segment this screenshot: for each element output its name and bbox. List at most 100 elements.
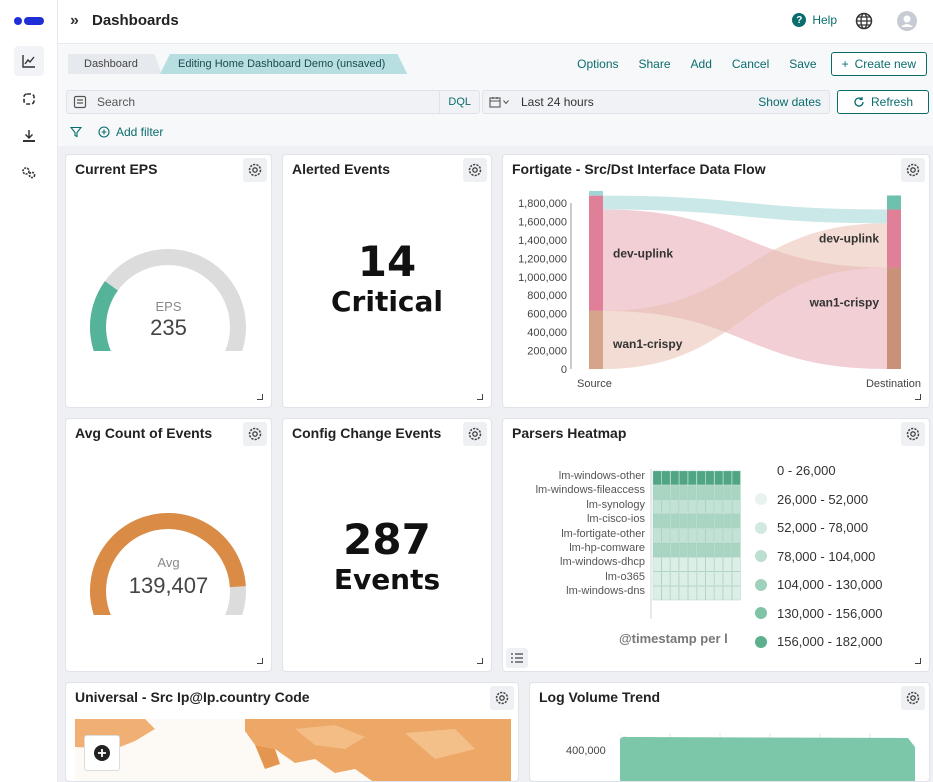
legend-item[interactable]: 52,000 - 78,000	[755, 520, 868, 535]
date-picker[interactable]: Last 24 hours Show dates	[482, 90, 830, 114]
options-link[interactable]: Options	[577, 57, 619, 71]
resize-handle[interactable]	[915, 658, 921, 664]
user-avatar-icon[interactable]	[897, 11, 917, 31]
gauge-value: 235	[150, 315, 187, 340]
gear-icon[interactable]	[490, 686, 514, 710]
heatmap-cell	[696, 557, 706, 572]
legend-swatch	[755, 607, 767, 619]
region-map[interactable]	[75, 719, 511, 782]
gear-icon[interactable]	[243, 422, 267, 446]
legend-toggle-icon[interactable]	[506, 648, 528, 668]
heatmap-cell	[731, 499, 741, 514]
heatmap-cell	[679, 585, 688, 601]
panel-config-change: Config Change Events 287 Events	[282, 418, 492, 672]
search-field[interactable]: Search DQL	[66, 90, 480, 114]
plus-icon: +	[841, 57, 849, 71]
add-filter-button[interactable]: Add filter	[98, 125, 163, 139]
avg-gauge	[90, 513, 246, 615]
heatmap-cell	[696, 499, 706, 514]
panel-title: Avg Count of Events	[75, 425, 213, 441]
download-icon[interactable]	[14, 121, 44, 151]
refresh-label: Refresh	[870, 95, 914, 109]
app-logo-icon[interactable]	[14, 16, 44, 26]
gauge-label: EPS	[155, 299, 182, 314]
heatmap-cell	[670, 557, 680, 572]
show-dates-link[interactable]: Show dates	[758, 95, 821, 109]
legend-item[interactable]: 78,000 - 104,000	[755, 549, 875, 564]
integrations-icon[interactable]	[14, 84, 44, 114]
gear-icon[interactable]	[463, 422, 487, 446]
heatmap-cell	[723, 499, 732, 514]
heatmap-cell	[679, 499, 688, 514]
cancel-link[interactable]: Cancel	[731, 57, 770, 71]
heatmap-cell	[661, 485, 671, 500]
breadcrumb-dashboard[interactable]: Dashboard	[68, 54, 162, 74]
gear-icon[interactable]	[901, 158, 925, 182]
heatmap-cell	[688, 528, 697, 543]
heatmap-cell	[723, 485, 732, 500]
globe-icon[interactable]	[855, 12, 873, 30]
gear-icon[interactable]	[901, 422, 925, 446]
dashboard-grid: Current EPS EPS 235 Alerted Events 14 Cr…	[58, 146, 933, 782]
resize-handle[interactable]	[915, 394, 921, 400]
gear-icon[interactable]	[901, 686, 925, 710]
legend-item[interactable]: 130,000 - 156,000	[755, 606, 883, 621]
heatmap-cell	[705, 499, 715, 514]
expand-nav-icon[interactable]: »	[70, 12, 79, 29]
dql-toggle[interactable]: DQL	[439, 91, 479, 113]
legend-item[interactable]: 156,000 - 182,000	[755, 634, 883, 649]
resize-handle[interactable]	[477, 658, 483, 664]
heatmap-cell	[670, 514, 680, 529]
heatmap-row-label: lm-synology	[586, 498, 645, 511]
map-zoom-in-button[interactable]	[84, 735, 120, 771]
save-link[interactable]: Save	[789, 57, 817, 71]
gear-icon[interactable]	[243, 158, 267, 182]
heatmap-cell	[679, 571, 688, 586]
legend-label: 78,000 - 104,000	[777, 548, 876, 564]
gauge-label: Avg	[157, 555, 180, 570]
y-tick-label: 1,200,000	[518, 253, 567, 265]
heatmap-cell	[688, 571, 697, 586]
gear-icon[interactable]	[463, 158, 487, 182]
heatmap-cell	[731, 557, 741, 572]
sankey-node	[589, 310, 603, 369]
y-tick-label: 1,800,000	[518, 198, 567, 210]
settings-gears-icon[interactable]	[14, 158, 44, 188]
heatmap-cell	[688, 470, 697, 486]
query-bar: Search DQL Last 24 hours Show dates Refr…	[58, 84, 933, 120]
heatmap-cell	[714, 542, 723, 558]
analytics-icon[interactable]	[14, 46, 44, 76]
breadcrumb-current: Editing Home Dashboard Demo (unsaved)	[160, 54, 408, 74]
refresh-button[interactable]: Refresh	[837, 90, 929, 114]
legend-item[interactable]: 26,000 - 52,000	[755, 492, 868, 507]
legend-item[interactable]: 0 - 26,000	[755, 463, 836, 478]
heatmap-cell	[652, 542, 662, 558]
panel-title: Fortigate - Src/Dst Interface Data Flow	[512, 161, 766, 177]
sankey-node	[589, 191, 603, 196]
help-link[interactable]: ? Help	[792, 13, 837, 27]
metric-caption: Events	[333, 563, 441, 596]
resize-handle[interactable]	[257, 394, 263, 400]
add-link[interactable]: Add	[690, 57, 712, 71]
create-new-button[interactable]: + Create new	[830, 52, 927, 76]
resize-handle[interactable]	[477, 394, 483, 400]
saved-query-icon[interactable]	[73, 95, 87, 109]
metric-number: 14	[357, 237, 417, 286]
heatmap-cell	[714, 499, 723, 514]
heatmap-cell	[679, 470, 688, 486]
heatmap-row-label: lm-windows-other	[558, 470, 645, 482]
filter-bar: Add filter	[58, 120, 933, 146]
legend-swatch	[755, 521, 767, 534]
heatmap-cell	[696, 571, 706, 586]
search-input[interactable]: Search	[97, 95, 136, 109]
heatmap-cell	[652, 528, 662, 543]
y-tick-label: 200,000	[527, 346, 567, 358]
legend-item[interactable]: 104,000 - 130,000	[755, 577, 883, 592]
calendar-icon[interactable]	[489, 96, 509, 108]
resize-handle[interactable]	[257, 658, 263, 664]
filter-icon[interactable]	[70, 126, 82, 138]
legend-label: 26,000 - 52,000	[777, 491, 869, 507]
legend-label: 52,000 - 78,000	[777, 520, 869, 535]
share-link[interactable]: Share	[638, 57, 671, 71]
heatmap-cell	[679, 485, 688, 500]
